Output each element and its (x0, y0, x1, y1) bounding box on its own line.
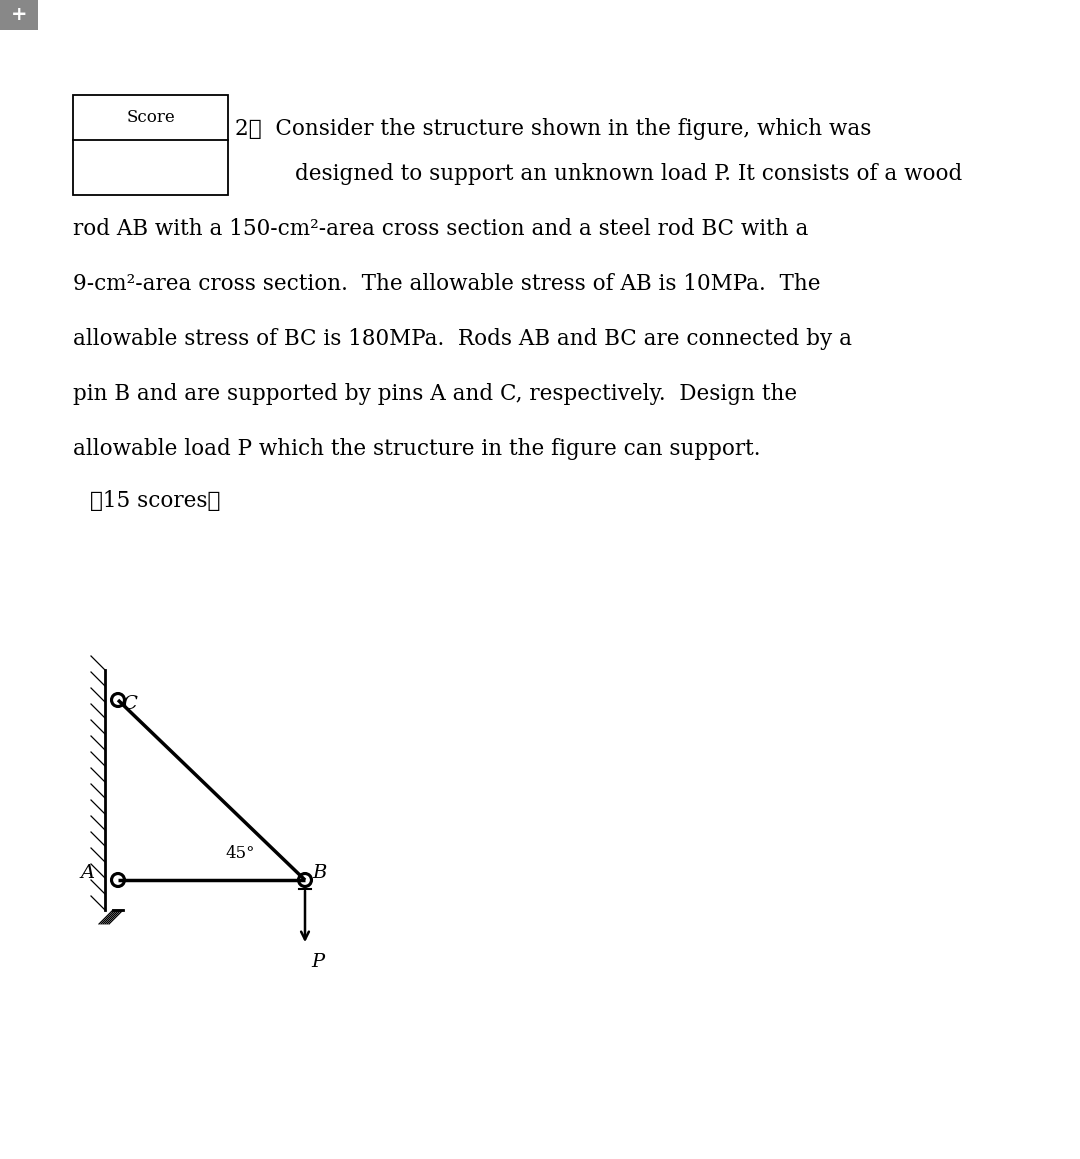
Text: Score: Score (126, 109, 175, 126)
Bar (0, 0, 38, 30)
Text: A: A (81, 863, 95, 882)
Text: pin B and are supported by pins A and C, respectively.  Design the: pin B and are supported by pins A and C,… (73, 382, 797, 404)
Text: C: C (122, 695, 137, 713)
Circle shape (298, 873, 312, 887)
Circle shape (111, 873, 125, 887)
Circle shape (111, 693, 125, 707)
Text: rod AB with a 150-cm²-area cross section and a steel rod BC with a: rod AB with a 150-cm²-area cross section… (73, 218, 808, 240)
Circle shape (300, 875, 310, 885)
Text: 45°: 45° (226, 845, 255, 862)
Text: B: B (312, 863, 326, 882)
Text: allowable stress of BC is 180MPa.  Rods AB and BC are connected by a: allowable stress of BC is 180MPa. Rods A… (73, 328, 852, 350)
Text: 2、  Consider the structure shown in the figure, which was: 2、 Consider the structure shown in the f… (235, 118, 872, 140)
Circle shape (113, 875, 123, 885)
Text: 9-cm²-area cross section.  The allowable stress of AB is 10MPa.  The: 9-cm²-area cross section. The allowable … (73, 274, 821, 296)
Circle shape (113, 695, 123, 705)
Text: P: P (311, 953, 324, 971)
Text: （15 scores）: （15 scores） (90, 490, 220, 512)
Text: allowable load P which the structure in the figure can support.: allowable load P which the structure in … (73, 438, 760, 460)
Text: designed to support an unknown load P. It consists of a wood: designed to support an unknown load P. I… (295, 163, 962, 185)
Text: +: + (11, 6, 27, 24)
